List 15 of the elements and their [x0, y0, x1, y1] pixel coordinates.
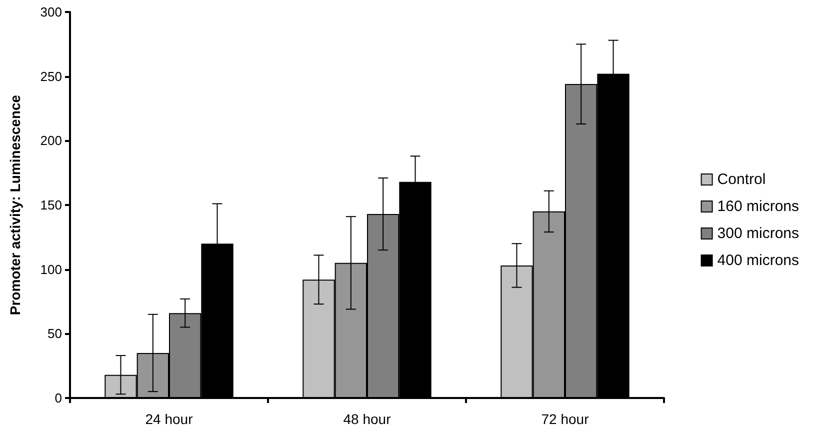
y-tick-label: 300 — [40, 4, 62, 20]
y-tick-label: 150 — [40, 198, 62, 212]
x-tick-label: 72 hour — [541, 411, 590, 427]
legend-label: Control — [717, 171, 766, 188]
y-tick-label: 200 — [40, 133, 62, 148]
y-tick-label: 250 — [40, 68, 62, 84]
y-tick-label: 100 — [40, 262, 62, 277]
legend-label: 160 microns — [717, 198, 799, 215]
legend-label: 400 microns — [717, 252, 799, 269]
y-tick-label: 50 — [48, 326, 62, 342]
y-axis-title: Promoter activity: Luminescence — [7, 94, 23, 316]
x-tick-label: 48 hour — [343, 411, 392, 427]
legend-label: 300 microns — [717, 225, 799, 242]
y-tick-label: 0 — [54, 390, 62, 406]
x-tick-label: 24 hour — [145, 411, 194, 427]
